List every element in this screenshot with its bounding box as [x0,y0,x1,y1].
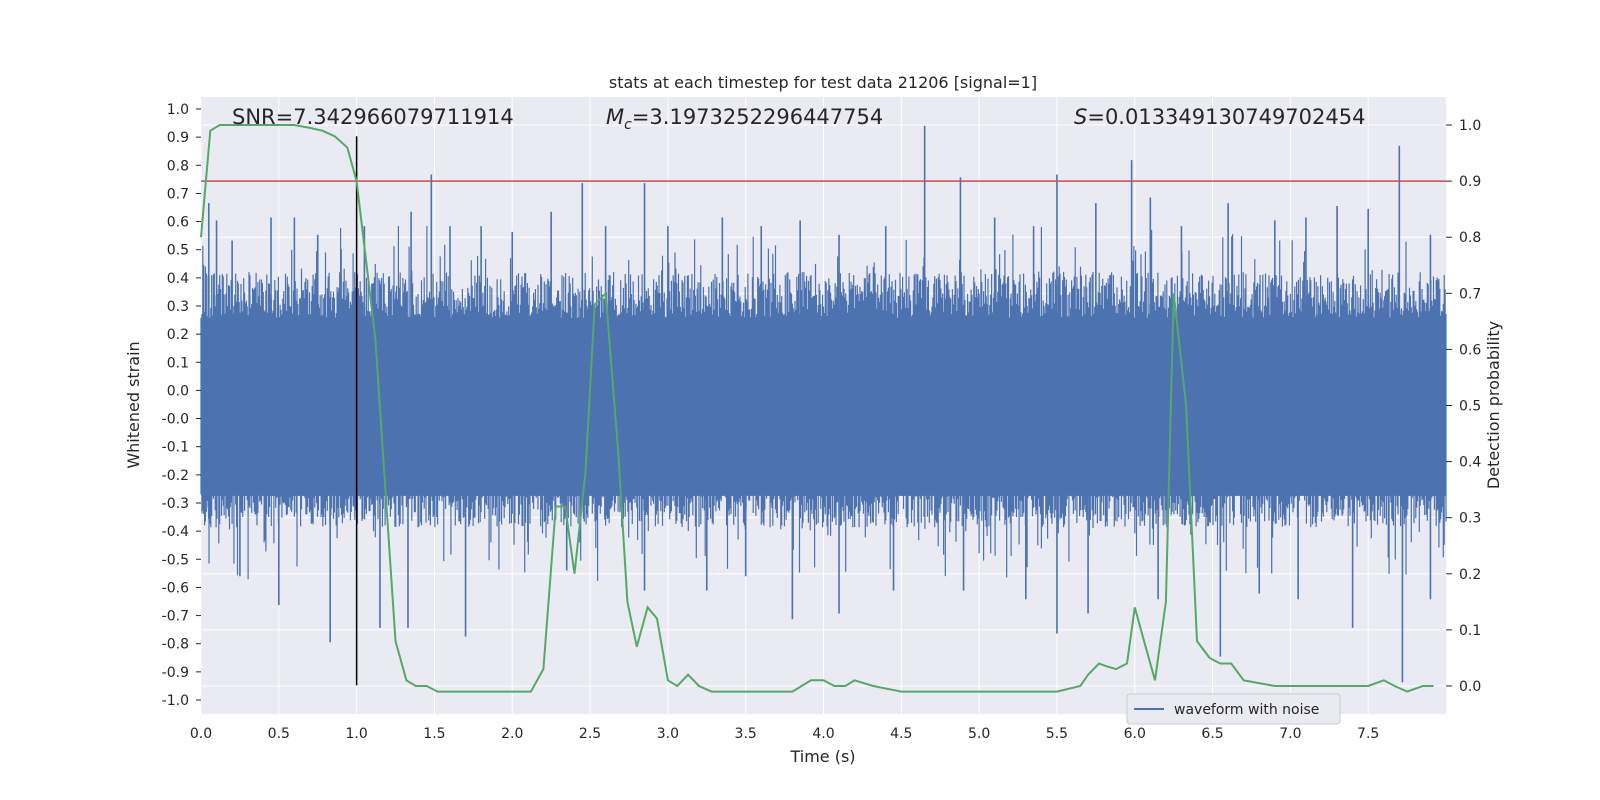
y-left-tick-label: 0.3 [167,299,189,315]
legend: waveform with noise [1126,693,1341,725]
y-left-tick-label: -0.1 [162,440,189,456]
y-right-axis-label: Detection probability [1484,321,1503,489]
y-left-tick-label: 0.5 [167,243,189,259]
y-left-tick-label: -1.0 [162,693,189,709]
legend-label: waveform with noise [1174,702,1319,718]
y-left-tick-label: -0.4 [162,524,189,540]
y-right-tick-label: 0.1 [1459,623,1481,639]
x-tick-label: 7.0 [1279,726,1301,742]
y-left-tick-label: -0.2 [162,468,189,484]
probability-line [200,124,1434,693]
y-left-tick-label: -0.9 [162,665,189,681]
y-right-tick-label: 0.4 [1459,455,1481,471]
y-left-tick-label: -0.5 [162,552,189,568]
chart-title: stats at each timestep for test data 212… [609,73,1037,92]
y-left-tick-label: 0.4 [167,271,189,287]
waveform-series [200,125,1447,683]
y-left-tick-label: -0.7 [162,609,189,625]
x-tick-label: 5.0 [968,726,990,742]
y-left-tick-label: 1.0 [167,102,189,118]
y-left-tick-label: -0.3 [162,496,189,512]
y-right-tick-label: 0.5 [1459,399,1481,415]
y-right-tick-label: 0.8 [1459,230,1481,246]
x-tick-label: 4.0 [812,726,834,742]
y-right-tick-label: 0.7 [1459,286,1481,302]
x-tick-label: 6.5 [1201,726,1223,742]
y-right-tick-label: 0.3 [1459,511,1481,527]
x-tick-label: 2.5 [579,726,601,742]
x-tick-label: 4.5 [890,726,912,742]
x-tick-label: 3.0 [657,726,679,742]
snr-annotation: SNR=7.342966079711914 [232,105,514,129]
y-right-tick-label: 0.0 [1459,679,1481,695]
x-tick-label: 1.0 [345,726,367,742]
x-tick-label: 2.0 [501,726,523,742]
y-left-tick-label: 0.2 [167,327,189,343]
probability-series [200,124,1434,693]
y-right-tick-label: 0.9 [1459,174,1481,190]
y-left-tick-labels: 1.0 0.9 0.8 0.7 0.6 0.5 0.4 0.3 0.2 0.1 0.0 -0.0 -0.… [162,102,201,709]
x-tick-label: 0.0 [190,726,212,742]
x-tick-label: 0.5 [268,726,290,742]
y-left-axis-label: Whitened strain [124,341,143,468]
x-tick-label: 5.5 [1046,726,1068,742]
chirp-mass-annotation: Mc=3.1973252296447754 [606,105,883,133]
y-left-tick-label: 0.7 [167,186,189,202]
x-tick-labels: 0.0 0.5 1.0 1.5 2.0 2.5 3.0 3.5 4.0 4.5 5.0 5.5 6.0 6… [190,726,1379,742]
s-annotation: S=0.013349130749702454 [1074,105,1365,129]
overlay-lines [201,136,1446,686]
y-right-tick-label: 0.2 [1459,567,1481,583]
y-left-tick-label: -0.8 [162,637,189,653]
y-left-tick-label: 0.9 [167,130,189,146]
legend-box [1126,693,1341,725]
y-left-tick-label: -0.0 [162,412,189,428]
x-tick-label: 1.5 [423,726,445,742]
y-left-tick-label: -0.6 [162,580,189,596]
y-right-tick-label: 1.0 [1459,118,1481,134]
y-right-tick-label: 0.6 [1459,342,1481,358]
y-left-tick-label: 0.8 [167,158,189,174]
y-left-tick-label: 0.0 [167,383,189,399]
x-axis-label: Time (s) [789,747,855,766]
y-left-tick-label: 0.1 [167,355,189,371]
x-tick-label: 3.5 [735,726,757,742]
x-tick-label: 6.0 [1124,726,1146,742]
y-left-tick-label: 0.6 [167,215,189,231]
x-tick-label: 7.5 [1357,726,1379,742]
y-right-tick-labels: 1.0 0.9 0.8 0.7 0.6 0.5 0.4 0.3 0.2 0.1 0.0 [1446,118,1481,695]
